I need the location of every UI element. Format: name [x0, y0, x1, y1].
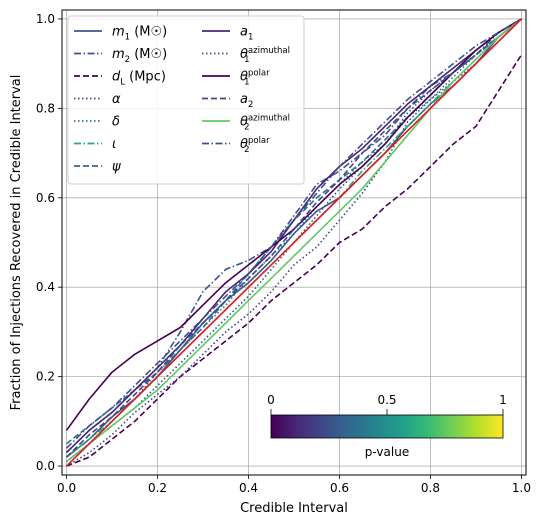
series-line-9 — [65, 18, 522, 431]
series-line-1 — [65, 18, 522, 454]
series-line-12 — [65, 18, 522, 449]
x-tick-label: 0.2 — [148, 481, 167, 495]
series-line-11 — [66, 18, 522, 463]
legend-label-8: θazimuthal 1 — [240, 46, 290, 65]
legend-label-7: a1 — [240, 25, 253, 43]
y-tick-label: 0.0 — [36, 459, 55, 473]
legend-label-12: θpolar 2 — [240, 136, 270, 155]
y-tick-label: 1.0 — [36, 12, 55, 26]
legend-label-6: ψ — [112, 160, 121, 175]
legend-label-5: ι — [112, 137, 116, 152]
x-tick-label: 0.0 — [57, 481, 76, 495]
plot-frame — [61, 9, 527, 476]
y-axis-label: Fraction of Injections Recovered in Cred… — [9, 75, 24, 411]
series-line-7 — [65, 18, 522, 454]
colorbar-tick-label: 1 — [499, 393, 507, 407]
legend-label-1: m2 (M☉) — [112, 47, 167, 65]
legend-label-11: θazimuthal 2 — [240, 114, 290, 133]
colorbar-tick-label: 0 — [267, 393, 275, 407]
axis-ticks: 0.0 0.2 0.4 0.6 0.8 1.0 0.0 0.2 0.4 0.6 0.8 1.0 — [36, 12, 531, 495]
legend-box — [67, 15, 305, 185]
legend-label-2: dL (Mpc) — [112, 70, 166, 88]
reference-line — [65, 18, 523, 467]
series-line-10 — [65, 18, 522, 458]
y-tick-label: 0.4 — [36, 280, 55, 294]
x-tick-label: 0.8 — [421, 481, 440, 495]
series-line-2 — [66, 54, 523, 467]
legend-label-10: a2 — [240, 92, 253, 110]
legend-label-4: δ — [112, 115, 120, 130]
x-tick-label: 1.0 — [512, 481, 531, 495]
y-tick-label: 0.6 — [36, 191, 55, 205]
series-line-4 — [66, 18, 522, 463]
series-line-3 — [66, 18, 523, 467]
series-layer — [65, 18, 523, 467]
colorbar: p-value 0 0.5 1 — [267, 393, 507, 459]
colorbar-gradient — [270, 414, 504, 439]
legend-label-3: α — [112, 92, 121, 107]
legend-label-0: m1 (M☉) — [112, 25, 167, 43]
y-tick-label: 0.8 — [36, 101, 55, 115]
colorbar-label: p-value — [365, 445, 409, 459]
x-tick-label: 0.4 — [239, 481, 258, 495]
y-tick-label: 0.2 — [36, 370, 55, 384]
x-tick-label: 0.6 — [330, 481, 349, 495]
colorbar-tick-label: 0.5 — [377, 393, 396, 407]
x-axis-label: Credible Interval — [240, 501, 348, 516]
legend-label-9: θpolar 1 — [240, 69, 270, 88]
